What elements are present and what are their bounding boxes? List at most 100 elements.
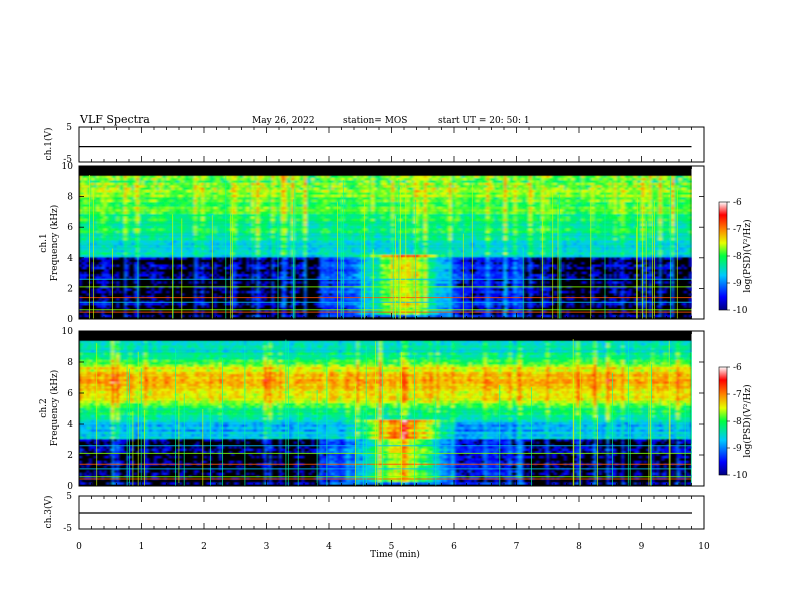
spectrogram-cell: [104, 259, 107, 263]
spectrogram-cell: [131, 209, 135, 212]
spectrogram-cell: [294, 247, 297, 251]
spectrogram-cell: [101, 202, 105, 205]
spectrogram-cell: [321, 228, 325, 231]
spectrogram-cell: [326, 182, 330, 186]
spectrogram-cell: [206, 206, 210, 210]
spectrogram-cell: [104, 209, 107, 212]
spectrogram-cell: [106, 245, 110, 248]
spectrogram-cell: [96, 182, 100, 186]
spectrogram-cell: [256, 235, 260, 239]
spectrogram-cell: [119, 190, 122, 193]
spectrogram-cell: [134, 230, 137, 234]
spectrogram-cell: [231, 314, 235, 318]
spectrogram-cell: [191, 233, 195, 236]
spectrogram-cell: [251, 230, 255, 234]
spectrogram-cell: [274, 233, 277, 236]
spectrogram-cell: [339, 314, 342, 318]
spectrogram-cell: [321, 281, 325, 284]
spectrogram-cell: [171, 197, 175, 200]
spectrogram-cell: [251, 250, 255, 253]
spectrogram-cell: [209, 228, 212, 231]
spectrogram-cell: [161, 254, 165, 258]
spectrogram-cell: [269, 254, 272, 258]
spectrogram-cell: [196, 192, 200, 195]
spectrogram-cell: [264, 264, 267, 267]
spectrogram-cell: [151, 254, 155, 258]
spectrogram-cell: [156, 226, 160, 229]
spectrogram-cell: [129, 245, 132, 248]
spectrogram-cell: [211, 250, 215, 253]
spectrogram-cell: [116, 228, 120, 231]
spectrogram-cell: [181, 178, 185, 181]
spectrogram-cell: [331, 194, 335, 198]
spectrogram-cell: [84, 175, 87, 179]
spectrogram-cell: [231, 194, 235, 198]
spectrogram-cell: [136, 182, 140, 186]
spectrogram-cell: [264, 247, 267, 251]
spectrogram-cell: [236, 302, 240, 306]
spectrogram-cell: [149, 182, 152, 186]
spectrogram-cell: [91, 254, 95, 258]
spectrogram-cell: [179, 240, 182, 243]
spectrogram-cell: [264, 233, 267, 236]
spectrogram-cell: [139, 202, 142, 205]
spectrogram-cell: [156, 233, 160, 236]
spectrogram-cell: [291, 216, 295, 219]
spectrogram-cell: [169, 202, 172, 205]
spectrogram-cell: [101, 257, 105, 260]
spectrogram-cell: [154, 228, 157, 231]
spectrogram-cell: [251, 187, 255, 191]
spectrogram-cell: [269, 252, 272, 255]
spectrogram-cell: [166, 209, 170, 212]
spectrogram-cell: [271, 305, 275, 308]
spectrogram-cell: [249, 240, 252, 243]
spectrogram-cell: [149, 194, 152, 198]
spectrogram-cell: [266, 269, 270, 272]
spectrogram-cell: [224, 247, 227, 251]
spectrogram-cell: [241, 254, 245, 258]
spectrogram-cell: [79, 187, 82, 191]
spectrogram-cell: [271, 252, 275, 255]
spectrogram-cell: [151, 194, 155, 198]
spectrogram-cell: [279, 240, 282, 243]
spectrogram-cell: [81, 230, 85, 234]
spectrogram-cell: [311, 228, 315, 231]
spectrogram-cell: [189, 187, 192, 191]
spectrogram-cell: [151, 190, 155, 193]
spectrogram-cell: [141, 314, 145, 318]
spectrogram-cell: [81, 290, 85, 294]
spectrogram-cell: [86, 197, 90, 200]
spectrogram-cell: [311, 221, 315, 224]
spectrogram-cell: [256, 230, 260, 234]
spectrogram-cell: [149, 175, 152, 179]
spectrogram-cell: [216, 274, 220, 277]
spectrogram-cell: [124, 266, 127, 270]
spectrogram-cell: [134, 182, 137, 186]
spectrogram-cell: [139, 175, 142, 179]
spectrogram-cell: [249, 254, 252, 258]
spectrogram-cell: [341, 223, 345, 227]
spectrogram-cell: [96, 221, 100, 224]
spectrogram-cell: [254, 190, 257, 193]
spectrogram-cell: [211, 178, 215, 181]
spectrogram-cell: [79, 283, 82, 287]
spectrogram-cell: [159, 209, 162, 212]
spectrogram-cell: [269, 226, 272, 229]
spectrogram-cell: [224, 175, 227, 179]
spectrogram-cell: [161, 305, 165, 308]
spectrogram-cell: [231, 228, 235, 231]
spectrogram-cell: [326, 305, 330, 308]
spectrogram-cell: [281, 252, 285, 255]
spectrogram-cell: [269, 250, 272, 253]
spectrogram-cell: [81, 209, 85, 212]
spectrogram-cell: [184, 240, 187, 243]
spectrogram-cell: [334, 269, 337, 272]
spectrogram-cell: [259, 293, 262, 296]
spectrogram-cell: [89, 197, 92, 200]
spectrogram-cell: [96, 226, 100, 229]
spectrogram-cell: [176, 182, 180, 186]
spectrogram-cell: [229, 187, 232, 191]
spectrogram-cell: [301, 216, 305, 219]
spectrogram-cell: [121, 247, 125, 251]
spectrogram-cell: [244, 187, 247, 191]
